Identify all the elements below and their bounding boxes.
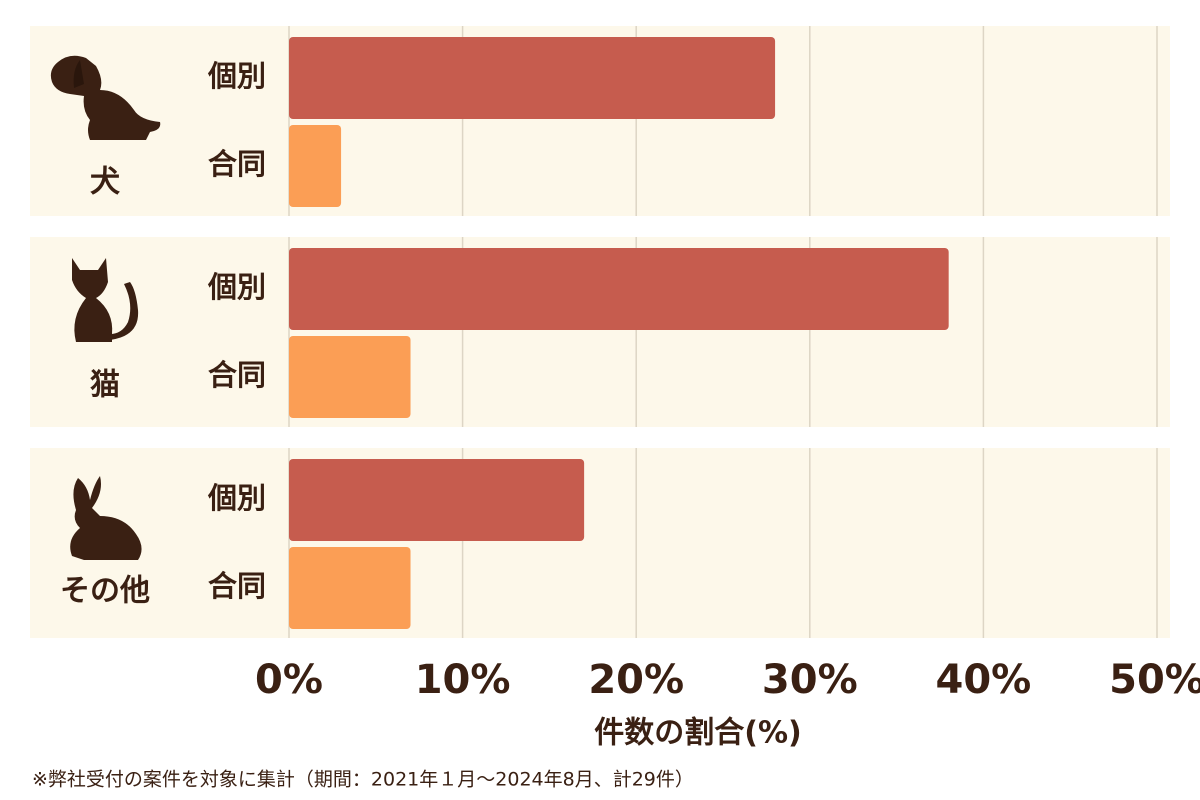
series-label: 個別	[207, 270, 266, 304]
icons	[50, 55, 161, 560]
series-label: 合同	[208, 358, 266, 392]
series-label: 合同	[208, 569, 266, 603]
x-tick-label: 40%	[936, 657, 1032, 703]
rabbit-icon	[70, 476, 142, 560]
bars	[289, 37, 949, 629]
x-tick-label: 50%	[1109, 657, 1200, 703]
x-tick-label: 20%	[588, 657, 684, 703]
bar	[289, 336, 411, 418]
bar	[289, 459, 585, 541]
category-label: 猫	[90, 368, 120, 403]
bar	[289, 125, 342, 207]
series-label: 個別	[207, 59, 266, 93]
bar	[289, 248, 949, 330]
category-label: その他	[60, 574, 150, 609]
dog-icon	[50, 55, 161, 140]
bar	[289, 547, 411, 629]
cat-icon	[72, 258, 139, 342]
bar	[289, 37, 776, 119]
group-panel	[30, 448, 1170, 638]
category-label: 犬	[90, 165, 120, 200]
footnote: ※弊社受付の案件を対象に集計（期間：2021年１月〜2024年8月、計29件）	[32, 769, 694, 791]
x-tick-label: 10%	[415, 657, 511, 703]
x-tick-label: 30%	[762, 657, 858, 703]
x-tick-label: 0%	[255, 657, 323, 703]
series-label: 個別	[207, 481, 266, 515]
series-label: 合同	[208, 147, 266, 181]
x-axis-label: 件数の割合(%)	[594, 716, 801, 751]
